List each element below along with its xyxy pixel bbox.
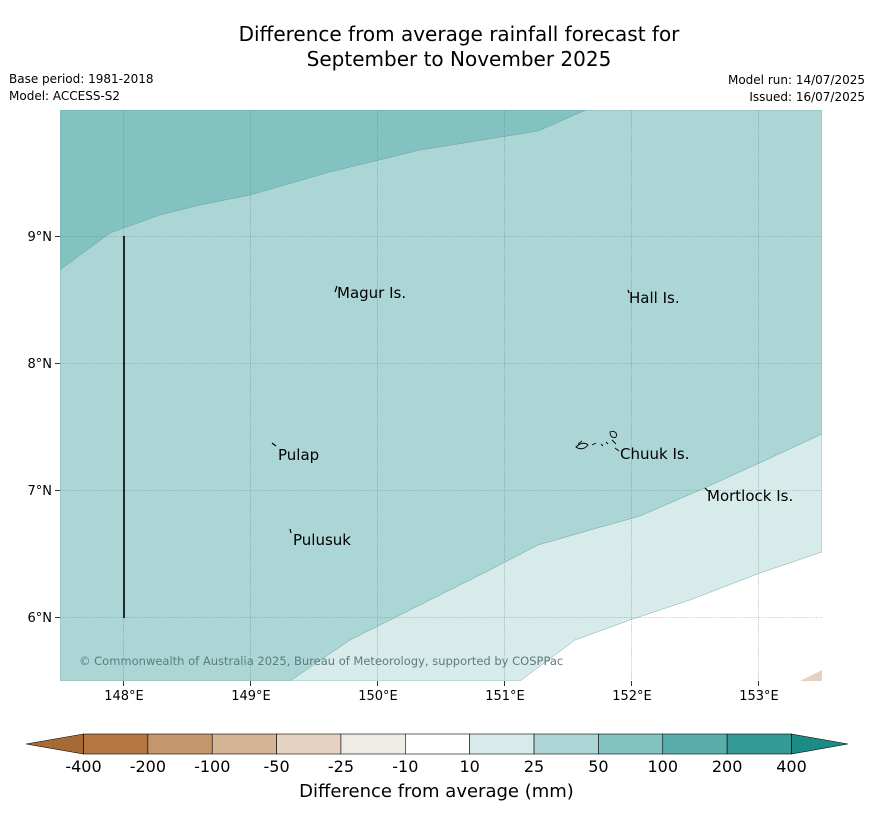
x-tick-label: 150°E — [358, 689, 398, 704]
x-tick-label: 153°E — [739, 689, 779, 704]
pulap-island-shape — [271, 442, 277, 447]
colorbar-tick-label: 400 — [776, 757, 807, 776]
hall-island-shape — [627, 289, 630, 294]
place-label-hall: Hall Is. — [629, 289, 680, 307]
place-label-pulusuk: Pulusuk — [293, 531, 351, 549]
model-run: Model run: 14/07/2025 — [727, 73, 865, 87]
y-tick-label: 8°N — [28, 357, 53, 372]
map-area: Magur Is. Hall Is. Pulap Chuuk Is. Mortl… — [60, 110, 822, 681]
model-name: Model: ACCESS-S2 — [9, 89, 121, 103]
colorbar-segment — [598, 733, 664, 755]
meta-left: Base period: 1981-2018 Model: ACCESS-S2 — [9, 71, 154, 105]
issued-date: Issued: 16/07/2025 — [749, 90, 865, 104]
colorbar-tick-label: 50 — [588, 757, 609, 776]
x-tick-label: 149°E — [231, 689, 271, 704]
base-period: Base period: 1981-2018 — [9, 72, 154, 86]
place-label-pulap: Pulap — [278, 446, 319, 464]
x-tick-label: 148°E — [104, 689, 144, 704]
colorbar-segment — [469, 733, 535, 755]
title-line-1: Difference from average rainfall forecas… — [238, 22, 680, 46]
colorbar-tick-label: 25 — [523, 757, 545, 776]
colorbar-tick-label: -10 — [392, 757, 419, 776]
colorbar-segment — [726, 733, 792, 755]
colorbar-segment — [340, 733, 406, 755]
y-tick-label: 7°N — [28, 484, 53, 499]
chart-title: Difference from average rainfall forecas… — [0, 22, 873, 72]
x-tick-label: 151°E — [485, 689, 525, 704]
colorbar-extend-low — [25, 733, 84, 755]
copyright-text: © Commonwealth of Australia 2025, Bureau… — [79, 654, 563, 668]
y-tick-label: 9°N — [28, 230, 53, 245]
meta-right: Model run: 14/07/2025 Issued: 16/07/2025 — [728, 72, 865, 106]
place-label-chuuk: Chuuk Is. — [620, 445, 689, 463]
colorbar-label: Difference from average (mm) — [299, 781, 574, 802]
colorbar-segment — [83, 733, 149, 755]
colorbar-tick-label: 200 — [711, 757, 743, 776]
y-tick-label: 6°N — [28, 611, 53, 626]
colorbar-tick-label: -400 — [65, 757, 102, 776]
colorbar-segment — [405, 733, 470, 755]
colorbar-segment — [276, 733, 342, 755]
colorbar-tick-label: -25 — [327, 757, 355, 776]
x-tick-label: 152°E — [612, 689, 652, 704]
chuuk-lagoon-shape — [575, 430, 620, 452]
magur-island-shape — [334, 285, 338, 293]
colorbar-tick-label: 10 — [459, 757, 480, 776]
colorbar-tick-label: 100 — [647, 757, 679, 776]
place-label-magur: Magur Is. — [337, 284, 406, 302]
colorbar — [25, 733, 849, 755]
colorbar-tick-label: -50 — [263, 757, 290, 776]
colorbar-segment — [662, 733, 728, 755]
colorbar-segment — [147, 733, 213, 755]
colorbar-extend-high — [791, 733, 849, 755]
place-label-mortlock: Mortlock Is. — [707, 487, 793, 505]
colorbar-segment — [211, 733, 277, 755]
zone-50-100 — [60, 110, 587, 271]
zone-brown-corner — [800, 670, 822, 681]
colorbar-tick-label: -100 — [194, 757, 231, 776]
colorbar-tick-labels: -400 -200 -100 -50 -25 -10 10 25 50 100 200 400 — [0, 757, 873, 777]
axis-ticks — [55, 236, 759, 686]
colorbar-tick-label: -200 — [129, 757, 167, 776]
island-markers — [271, 285, 709, 534]
pulusuk-island-shape — [289, 528, 292, 534]
colorbar-segment — [533, 733, 599, 755]
mortlock-island-shape — [704, 487, 709, 492]
title-line-2: September to November 2025 — [306, 47, 612, 71]
